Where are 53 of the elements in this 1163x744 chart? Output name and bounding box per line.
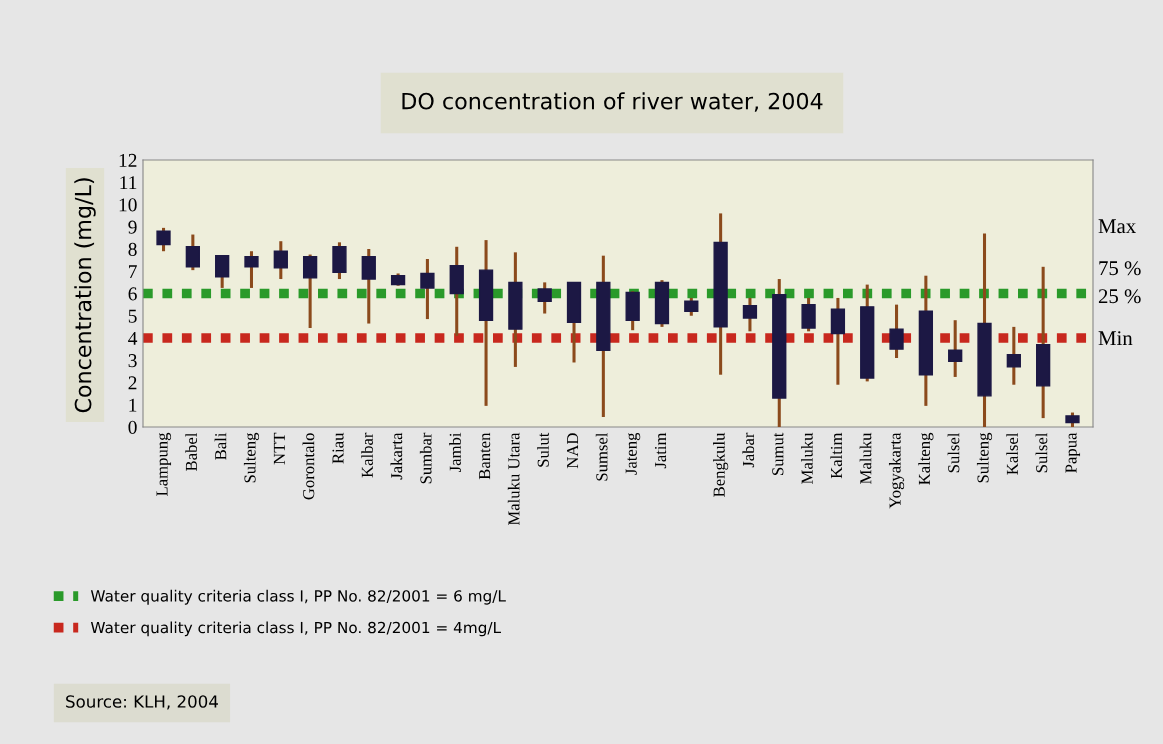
x-tick-label: Banten (479, 432, 491, 480)
y-tick-label: 4 (128, 331, 138, 345)
x-tick-label: Sulteng (976, 432, 993, 483)
y-tick-label: 2 (128, 376, 137, 390)
y-tick-label: 11 (120, 176, 137, 189)
x-tick-label: Kalsel (1006, 432, 1019, 475)
x-tick-label: Gorontalo (302, 433, 315, 500)
x-tick-label: Kaltim (830, 432, 843, 479)
x-tick-label: Maluku (801, 432, 813, 484)
x-tick-label: Maluku (859, 432, 872, 484)
y-axis-title: Concentration (mg/L) (74, 178, 96, 413)
y-tick-label: 12 (119, 153, 137, 167)
x-tick-label: Sulsel (947, 432, 960, 473)
x-tick-label: Lampung (156, 432, 172, 496)
x-tick-label: Sumut (772, 432, 784, 475)
legend-label: Water quality criteria class I, PP No. 82/2001 = 6 mg/L (90, 589, 506, 605)
x-tick-label: Sulut (537, 432, 549, 467)
legend-label: Water quality criteria class I, PP No. 82/2001 = 4mg/L (90, 621, 501, 637)
x-tick-label: Jambi (449, 432, 461, 473)
y-tick-label: 3 (128, 354, 137, 368)
x-tick-label: NAD (567, 433, 579, 469)
x-tick-label: Jakarta (390, 432, 403, 480)
text: Max (1098, 219, 1136, 234)
x-tick-label: Jabar (742, 432, 755, 468)
x-tick-label: Riau (332, 432, 344, 464)
x-tick-label: Sumsel (595, 432, 608, 481)
x-tick-label: Babel (185, 432, 198, 471)
x-tick-label: NTT (273, 432, 285, 465)
text: Min (1098, 331, 1133, 346)
x-tick-label: Yogyakarta (888, 432, 905, 509)
y-tick-label: 9 (128, 220, 137, 234)
x-tick-label: Kalbar (361, 432, 373, 478)
text: 25 % (1098, 289, 1141, 304)
x-tick-label: Sumbar (419, 432, 432, 484)
x-tick-label: Papua (1065, 432, 1081, 473)
x-tick-label: Maluku Utara (507, 432, 520, 526)
chart-title: DO concentration of river water, 2004 (402, 92, 823, 112)
x-tick-label: Kalteng (918, 432, 934, 485)
y-tick-label: 8 (128, 242, 137, 256)
text: 75 % (1099, 261, 1141, 276)
y-tick-label: 10 (119, 198, 137, 212)
x-tick-label: Sulteng (243, 432, 260, 483)
x-tick-label: Bengkulu (713, 432, 729, 497)
x-tick-label: Jatim (654, 432, 667, 469)
y-tick-label: 0 (128, 420, 137, 434)
y-tick-label: 6 (128, 287, 137, 301)
x-tick-label: Bali (214, 432, 227, 460)
x-tick-label: Jateng (625, 432, 641, 475)
y-tick-label: 7 (129, 265, 137, 278)
y-tick-label: 5 (128, 309, 137, 323)
source-note: Source: KLH, 2004 (66, 695, 218, 710)
x-tick-label: Sulsel (1035, 432, 1048, 473)
y-tick-label: 1 (129, 398, 137, 412)
